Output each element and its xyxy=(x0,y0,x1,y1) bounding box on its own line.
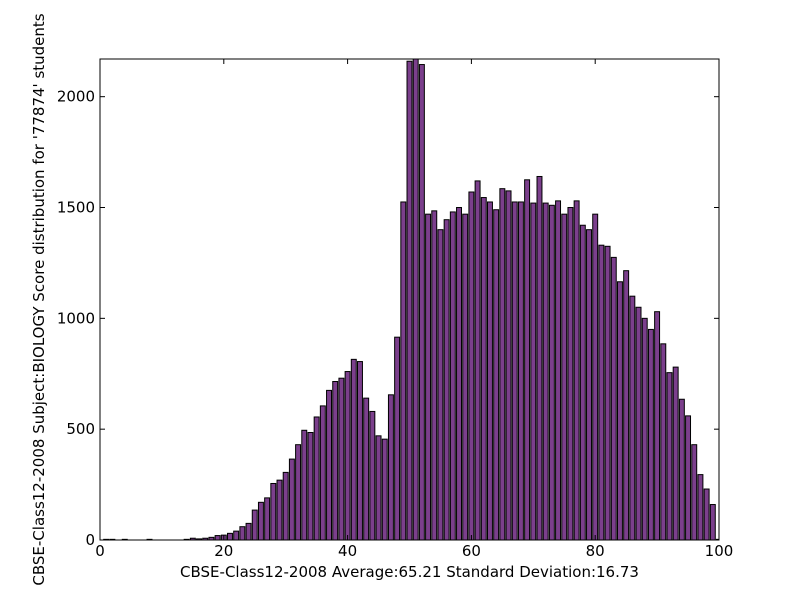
bar-score-47 xyxy=(387,394,394,541)
bar-score-94 xyxy=(678,398,685,541)
bar-score-38 xyxy=(332,381,339,541)
bar-score-77 xyxy=(573,200,580,541)
bar-score-93 xyxy=(672,366,679,541)
bar-score-72 xyxy=(542,202,549,541)
bar-score-70 xyxy=(530,202,537,541)
x-axis-label: CBSE-Class12-2008 Average:65.21 Standard… xyxy=(180,563,639,581)
bar-score-85 xyxy=(623,270,630,541)
bar-score-40 xyxy=(344,371,351,541)
bar-score-34 xyxy=(307,432,314,541)
bar-score-98 xyxy=(703,488,710,541)
bar-score-37 xyxy=(326,389,332,541)
bar-score-58 xyxy=(456,207,462,541)
bar-score-67 xyxy=(511,201,518,541)
x-tick-label: 100 xyxy=(705,542,734,560)
bar-score-75 xyxy=(561,213,568,541)
y-tick-label: 1000 xyxy=(57,309,95,327)
bars-group xyxy=(103,58,720,541)
bar-score-60 xyxy=(468,191,475,541)
bar-score-87 xyxy=(635,306,642,541)
bar-score-27 xyxy=(264,497,271,541)
bar-score-73 xyxy=(548,204,555,541)
bar-score-24 xyxy=(245,522,252,541)
bar-score-33 xyxy=(301,429,308,541)
bar-score-80 xyxy=(592,213,599,541)
x-tick-label: 20 xyxy=(214,542,233,560)
bar-score-54 xyxy=(431,210,438,541)
bar-score-81 xyxy=(598,244,605,541)
bar-score-89 xyxy=(647,328,654,541)
bar-score-31 xyxy=(288,458,295,541)
bar-score-64 xyxy=(493,209,500,541)
bar-score-95 xyxy=(685,415,692,541)
bar-score-36 xyxy=(319,405,326,541)
bar-score-76 xyxy=(567,207,574,541)
bar-score-48 xyxy=(394,336,401,541)
bar-score-59 xyxy=(462,213,469,541)
bar-score-61 xyxy=(474,180,481,541)
bar-score-92 xyxy=(666,372,673,541)
bar-score-68 xyxy=(517,201,524,541)
bar-score-74 xyxy=(555,200,562,541)
bar-score-69 xyxy=(524,179,531,541)
bar-score-45 xyxy=(375,435,382,541)
bar-score-71 xyxy=(536,175,543,541)
bar-score-26 xyxy=(257,501,264,541)
bar-score-19 xyxy=(214,535,221,541)
bar-score-21 xyxy=(227,532,233,541)
bar-score-51 xyxy=(412,58,419,541)
y-tick-label: 2000 xyxy=(57,88,95,106)
bar-score-23 xyxy=(239,526,246,541)
x-tick-label: 80 xyxy=(586,542,605,560)
bar-score-50 xyxy=(406,60,413,541)
bar-score-83 xyxy=(610,256,617,541)
bar-score-65 xyxy=(499,188,506,541)
bar-score-22 xyxy=(233,530,240,541)
bar-score-62 xyxy=(480,197,487,541)
bar-score-96 xyxy=(691,444,698,541)
bar-score-99 xyxy=(709,504,716,541)
y-tick-label: 500 xyxy=(66,420,95,438)
bar-score-52 xyxy=(418,64,425,541)
bar-score-49 xyxy=(400,201,407,541)
bar-score-88 xyxy=(641,317,648,541)
bar-score-86 xyxy=(629,295,636,541)
bar-score-56 xyxy=(443,219,450,541)
bar-score-78 xyxy=(579,224,586,541)
y-tick-label: 1500 xyxy=(57,199,95,217)
bar-score-32 xyxy=(295,444,302,541)
plot-frame xyxy=(99,58,720,541)
bar-score-84 xyxy=(616,281,623,541)
bar-score-39 xyxy=(338,377,345,541)
bar-score-28 xyxy=(270,482,277,541)
bar-score-66 xyxy=(505,190,512,541)
bar-score-29 xyxy=(276,479,283,541)
bar-score-82 xyxy=(604,245,611,541)
bar-score-35 xyxy=(313,416,320,541)
bar-score-97 xyxy=(697,474,704,541)
bar-score-90 xyxy=(654,311,661,541)
y-tick-label: 0 xyxy=(85,531,95,549)
bar-score-44 xyxy=(369,410,376,541)
bar-score-25 xyxy=(251,509,258,541)
bar-score-30 xyxy=(282,471,289,541)
bar-score-46 xyxy=(381,438,388,541)
bar-score-79 xyxy=(586,229,592,541)
y-axis-label: CBSE-Class12-2008 Subject:BIOLOGY Score … xyxy=(30,13,48,585)
bar-score-55 xyxy=(437,229,444,541)
x-tick-label: 60 xyxy=(462,542,481,560)
bar-score-43 xyxy=(363,397,370,541)
bar-score-63 xyxy=(486,201,493,541)
bar-score-57 xyxy=(449,211,456,541)
bar-score-91 xyxy=(660,343,667,541)
bar-score-41 xyxy=(350,358,357,541)
x-tick-label: 40 xyxy=(338,542,357,560)
bar-score-42 xyxy=(357,361,363,541)
x-tick-label: 0 xyxy=(95,542,105,560)
bar-score-53 xyxy=(425,213,432,541)
